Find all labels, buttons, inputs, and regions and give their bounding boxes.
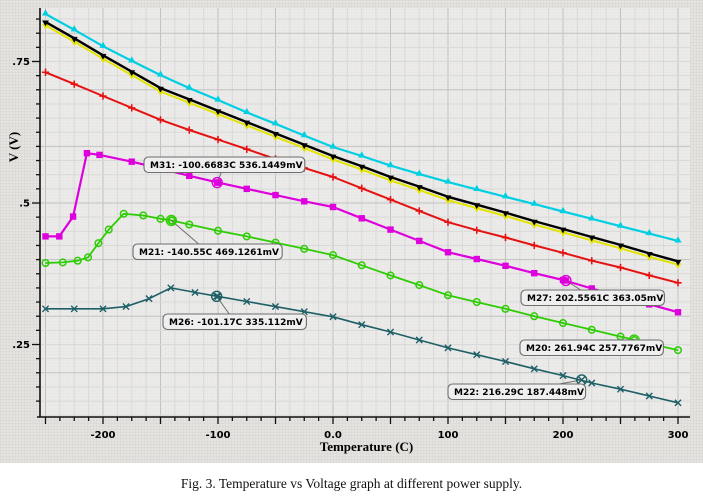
callout-label: M21: -140.55C 469.1261mV — [139, 248, 279, 258]
x-tick-label: 100 — [438, 430, 459, 441]
callout-box — [447, 383, 587, 401]
x-axis-label: Temperature (C) — [319, 439, 414, 454]
callout-label: M27: 202.5561C 363.05mV — [527, 294, 663, 304]
series-curve-black-triangle — [42, 20, 682, 266]
x-tick-label: 200 — [553, 430, 574, 441]
y-tick-label: .75 — [12, 57, 30, 68]
series-curve-cyan-triangle — [41, 9, 682, 243]
series-curve-red-plus — [41, 68, 682, 287]
y-tick-label: .25 — [12, 340, 30, 351]
series-curve-green-circle — [41, 209, 683, 355]
callout-label: M31: -100.6683C 536.1449mV — [150, 161, 303, 171]
x-tick-label: 300 — [668, 430, 689, 441]
figure-3-chart: -200 -100 0.0 100 200 300 .25 .5 .75 M31: -100.66… — [0, 0, 703, 463]
annotation-M21: M21: -140.55C 469.1261mV — [132, 214, 283, 261]
figure-caption: Fig. 3. Temperature vs Voltage graph at … — [0, 463, 703, 504]
callout-box — [143, 156, 306, 174]
annotated-marker — [210, 290, 223, 303]
callout-box — [519, 339, 664, 357]
x-tick-label: 0.0 — [324, 430, 342, 441]
annotation-M20: M20: 261.94C 257.7767mV — [519, 334, 664, 357]
callout-box — [132, 243, 283, 261]
y-tick-label: .5 — [19, 199, 30, 210]
annotation-M22: M22: 216.29C 187.448mV — [447, 374, 588, 401]
axes — [32, 8, 690, 424]
callout-label: M22: 216.29C 187.448mV — [454, 388, 584, 398]
chart-canvas: -200 -100 0.0 100 200 300 .25 .5 .75 M31: -100.66… — [12, 8, 690, 441]
annotated-marker — [560, 274, 572, 287]
callout-box — [162, 313, 307, 331]
annotation-M31: M31: -100.6683C 536.1449mV — [143, 156, 306, 189]
annotated-marker — [165, 214, 178, 227]
series-curve-teal-x — [41, 284, 682, 407]
x-tick-label: -100 — [205, 430, 230, 441]
callout-label: M26: -101.17C 335.112mV — [169, 318, 303, 328]
callout-box — [520, 289, 665, 307]
y-axis-label: V (V) — [6, 131, 21, 163]
x-tick-label: -200 — [90, 430, 115, 441]
annotation-M27: M27: 202.5561C 363.05mV — [520, 274, 665, 307]
callout-label: M20: 261.94C 257.7767mV — [526, 344, 662, 354]
tick-labels: -200 -100 0.0 100 200 300 .25 .5 .75 — [12, 57, 688, 441]
annotation-M26: M26: -101.17C 335.112mV — [162, 290, 307, 331]
annotated-marker — [211, 176, 223, 189]
